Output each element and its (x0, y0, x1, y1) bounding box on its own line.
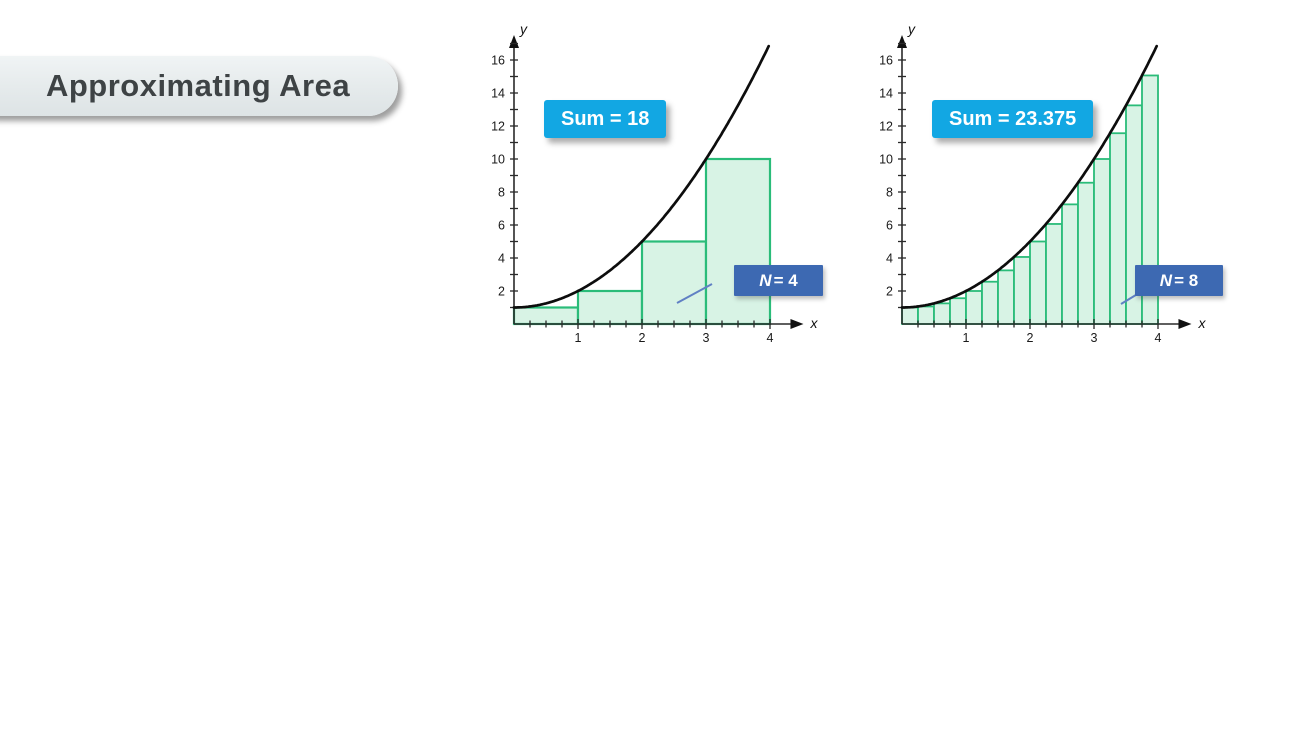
y-tick-labels: 2 4 6 8 10 12 14 16 (879, 54, 893, 299)
y-tick-label: 6 (498, 219, 505, 233)
y-tick-label: 8 (498, 186, 505, 200)
y-tick-label: 8 (886, 186, 893, 200)
n-badge-value: = 4 (773, 270, 798, 290)
y-tick-label: 10 (879, 153, 893, 167)
function-curve (900, 44, 1159, 309)
x-ticks (917, 319, 1159, 329)
x-tick-labels: 1 2 3 4 (575, 331, 774, 345)
x-tick-label: 2 (639, 331, 646, 345)
y-tick-label: 14 (491, 87, 505, 101)
x-axis-arrow (790, 319, 804, 329)
riemann-bar (1093, 158, 1111, 325)
riemann-bar (1045, 223, 1063, 325)
riemann-bar (997, 269, 1015, 325)
x-tick-label: 1 (575, 331, 582, 345)
n-badge: N = 4 (734, 265, 823, 296)
y-tick-label: 16 (879, 54, 893, 68)
riemann-bar (576, 289, 644, 326)
x-axis-label: x (1197, 315, 1206, 331)
x-tick-label: 3 (703, 331, 710, 345)
title-badge: Approximating Area (0, 56, 398, 116)
y-axis-label: y (907, 21, 916, 37)
riemann-bar (965, 290, 983, 325)
x-tick-label: 1 (963, 331, 970, 345)
y-tick-label: 2 (498, 285, 505, 299)
riemann-bar (1029, 240, 1047, 325)
x-tick-label: 4 (767, 331, 774, 345)
riemann-bar (901, 306, 919, 325)
y-tick-label: 14 (879, 87, 893, 101)
n-badge: N = 8 (1135, 265, 1223, 296)
riemann-bar (1109, 132, 1127, 325)
x-ticks (529, 319, 771, 329)
x-tick-label: 2 (1027, 331, 1034, 345)
sum-badge: Sum = 18 (544, 100, 667, 138)
page-title: Approximating Area (45, 68, 351, 103)
x-axis-arrow (1178, 319, 1192, 329)
riemann-chart-n4: 1 2 3 4 2 4 6 8 10 12 14 16 x y Sum = 18 N = 4 (480, 20, 825, 380)
riemann-bar (933, 302, 951, 325)
riemann-bars (512, 157, 772, 326)
y-tick-label: 12 (491, 120, 505, 134)
y-tick-label: 12 (879, 120, 893, 134)
y-tick-label: 4 (886, 252, 893, 266)
y-tick-label: 10 (491, 153, 505, 167)
riemann-bar (917, 305, 935, 325)
n-badge-value: = 8 (1174, 270, 1199, 290)
y-axis-arrow (897, 35, 907, 48)
n-badge-letter: N (1159, 270, 1173, 290)
y-axis-arrow (509, 35, 519, 48)
riemann-bar (1061, 203, 1079, 325)
n-badge-letter: N (759, 270, 772, 290)
y-tick-label: 4 (498, 252, 505, 266)
axes (513, 48, 791, 325)
riemann-bar (640, 240, 708, 326)
axes (901, 48, 1179, 325)
riemann-bar (1013, 256, 1031, 325)
riemann-chart-n8: 1 2 3 4 2 4 6 8 10 12 14 16 x y Sum = 23.375 N = 8 (868, 20, 1223, 380)
sum-badge: Sum = 23.375 (932, 100, 1094, 138)
y-tick-label: 2 (886, 285, 893, 299)
riemann-bar (981, 280, 999, 325)
y-tick-label: 16 (491, 54, 505, 68)
function-curve (512, 44, 771, 309)
y-tick-label: 6 (886, 219, 893, 233)
x-tick-labels: 1 2 3 4 (963, 331, 1162, 345)
y-axis-label: y (519, 21, 528, 37)
riemann-bar (949, 297, 967, 325)
riemann-bar (1077, 181, 1095, 325)
riemann-bar (704, 157, 772, 326)
x-tick-label: 4 (1155, 331, 1162, 345)
x-tick-label: 3 (1091, 331, 1098, 345)
y-ticks (510, 42, 518, 309)
y-tick-labels: 2 4 6 8 10 12 14 16 (491, 54, 505, 299)
x-axis-label: x (809, 315, 818, 331)
n-badge-leader-line (676, 283, 713, 304)
